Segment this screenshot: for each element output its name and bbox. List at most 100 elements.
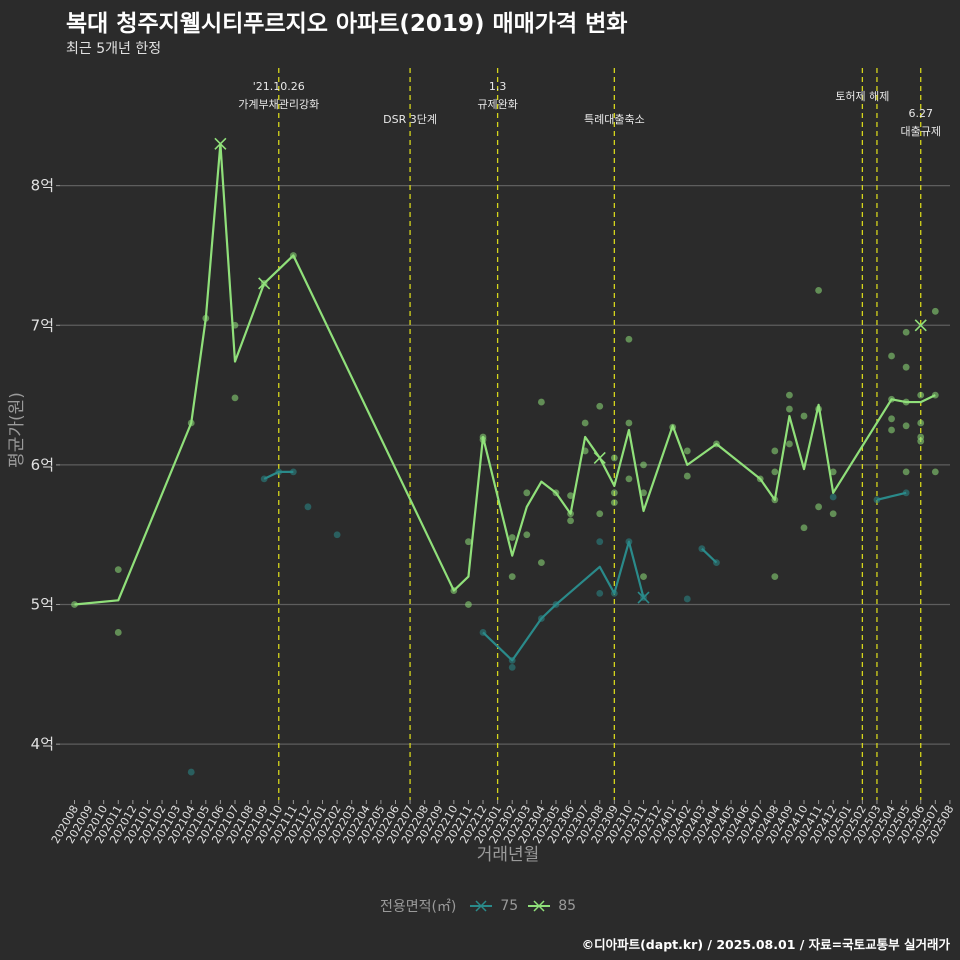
data-point — [771, 447, 779, 455]
data-point — [902, 422, 910, 430]
data-point — [917, 391, 925, 399]
x-marker — [914, 319, 927, 332]
x-marker — [214, 137, 227, 150]
legend-title: 전용면적(㎡) — [379, 899, 457, 915]
data-point — [786, 391, 793, 399]
legend: 전용면적(㎡) 75 85 — [0, 896, 960, 916]
data-point — [786, 440, 793, 448]
data-point — [304, 503, 312, 511]
data-point — [610, 499, 618, 507]
legend-item-75: 75 — [468, 898, 518, 914]
series-line-75 — [701, 547, 718, 564]
data-point — [625, 475, 633, 483]
data-point — [114, 566, 122, 574]
event-label: 규제완화 — [477, 98, 517, 111]
y-axis-ticks: 4억 5억 6억 7억 8억 — [31, 177, 60, 753]
data-point — [640, 461, 647, 469]
data-point — [917, 437, 925, 445]
data-point — [683, 472, 691, 480]
data-point — [873, 496, 881, 504]
data-point — [508, 663, 516, 671]
data-point — [625, 419, 633, 427]
data-point — [523, 489, 531, 497]
data-point — [815, 286, 822, 294]
event-label: 가계부채관리강화 — [238, 98, 319, 111]
data-point — [829, 493, 837, 501]
legend-label-85: 85 — [558, 898, 577, 914]
event-label: 토허제 해제 — [835, 89, 889, 103]
data-point — [800, 412, 808, 420]
event-label: 1.3 — [489, 80, 507, 93]
data-point — [114, 629, 122, 636]
y-tick-label: 4억 — [31, 735, 54, 753]
series-75 — [187, 468, 910, 776]
data-point — [465, 538, 472, 546]
y-tick-label: 7억 — [31, 316, 54, 334]
source-caption: ©디아파트(dapt.kr) / 2025.08.01 / 자료=국토교통부 실… — [581, 937, 950, 952]
data-point — [800, 524, 808, 532]
data-point — [187, 768, 195, 776]
series-line-75 — [482, 540, 645, 662]
data-point — [683, 595, 691, 603]
data-point — [625, 335, 633, 343]
data-point — [683, 447, 691, 455]
legend-swatch-85 — [528, 900, 551, 912]
x-marker — [637, 591, 650, 604]
chart-title: 복대 청주지웰시티푸르지오 아파트(2019) 매매가격 변화 — [66, 11, 628, 37]
data-point — [640, 573, 647, 581]
data-point — [610, 489, 618, 497]
legend-swatch-75 — [470, 900, 493, 912]
event-label: 대출규제 — [900, 125, 940, 138]
x-axis-ticks: 2020082020092020102020112020122021012021… — [49, 800, 957, 846]
data-point — [888, 352, 895, 360]
data-point — [902, 328, 910, 336]
data-point — [771, 573, 779, 581]
data-point — [829, 510, 837, 518]
legend-item-85: 85 — [526, 898, 576, 914]
data-point — [508, 573, 516, 581]
data-point — [465, 601, 472, 608]
data-point — [771, 468, 779, 476]
data-point — [610, 454, 618, 462]
series-line-85 — [74, 142, 936, 606]
data-point — [231, 394, 239, 402]
data-point — [596, 510, 604, 518]
data-point — [523, 531, 531, 539]
data-series — [71, 137, 939, 776]
data-point — [596, 589, 604, 597]
data-point — [567, 492, 574, 500]
series-line-75 — [876, 491, 907, 501]
data-point — [567, 517, 574, 525]
data-point — [931, 307, 939, 315]
legend-label-75: 75 — [500, 898, 519, 914]
data-point — [537, 559, 545, 567]
data-point — [333, 531, 341, 539]
x-marker — [593, 451, 606, 464]
data-point — [902, 468, 910, 476]
y-tick-label: 8억 — [31, 177, 54, 195]
event-label: DSR 3단계 — [383, 113, 437, 126]
data-point — [917, 419, 925, 427]
data-point — [902, 363, 910, 371]
x-marker — [258, 277, 271, 290]
data-point — [829, 468, 837, 476]
y-tick-label: 5억 — [31, 596, 54, 614]
y-tick-label: 6억 — [31, 456, 54, 474]
data-point — [931, 468, 939, 476]
chart-subtitle: 최근 5개년 한정 — [66, 41, 162, 57]
data-point — [815, 503, 822, 511]
data-point — [888, 426, 895, 434]
data-point — [888, 415, 895, 423]
event-label: 6.27 — [908, 107, 933, 120]
series-85 — [71, 137, 939, 636]
data-point — [640, 489, 647, 497]
y-axis-label: 평균가(원) — [7, 392, 27, 468]
event-label: 특례대출축소 — [584, 113, 645, 126]
data-point — [786, 405, 793, 413]
data-point — [596, 538, 604, 546]
data-point — [537, 398, 545, 406]
x-axis-label: 거래년월 — [477, 845, 540, 865]
event-label: '21.10.26 — [253, 80, 305, 93]
